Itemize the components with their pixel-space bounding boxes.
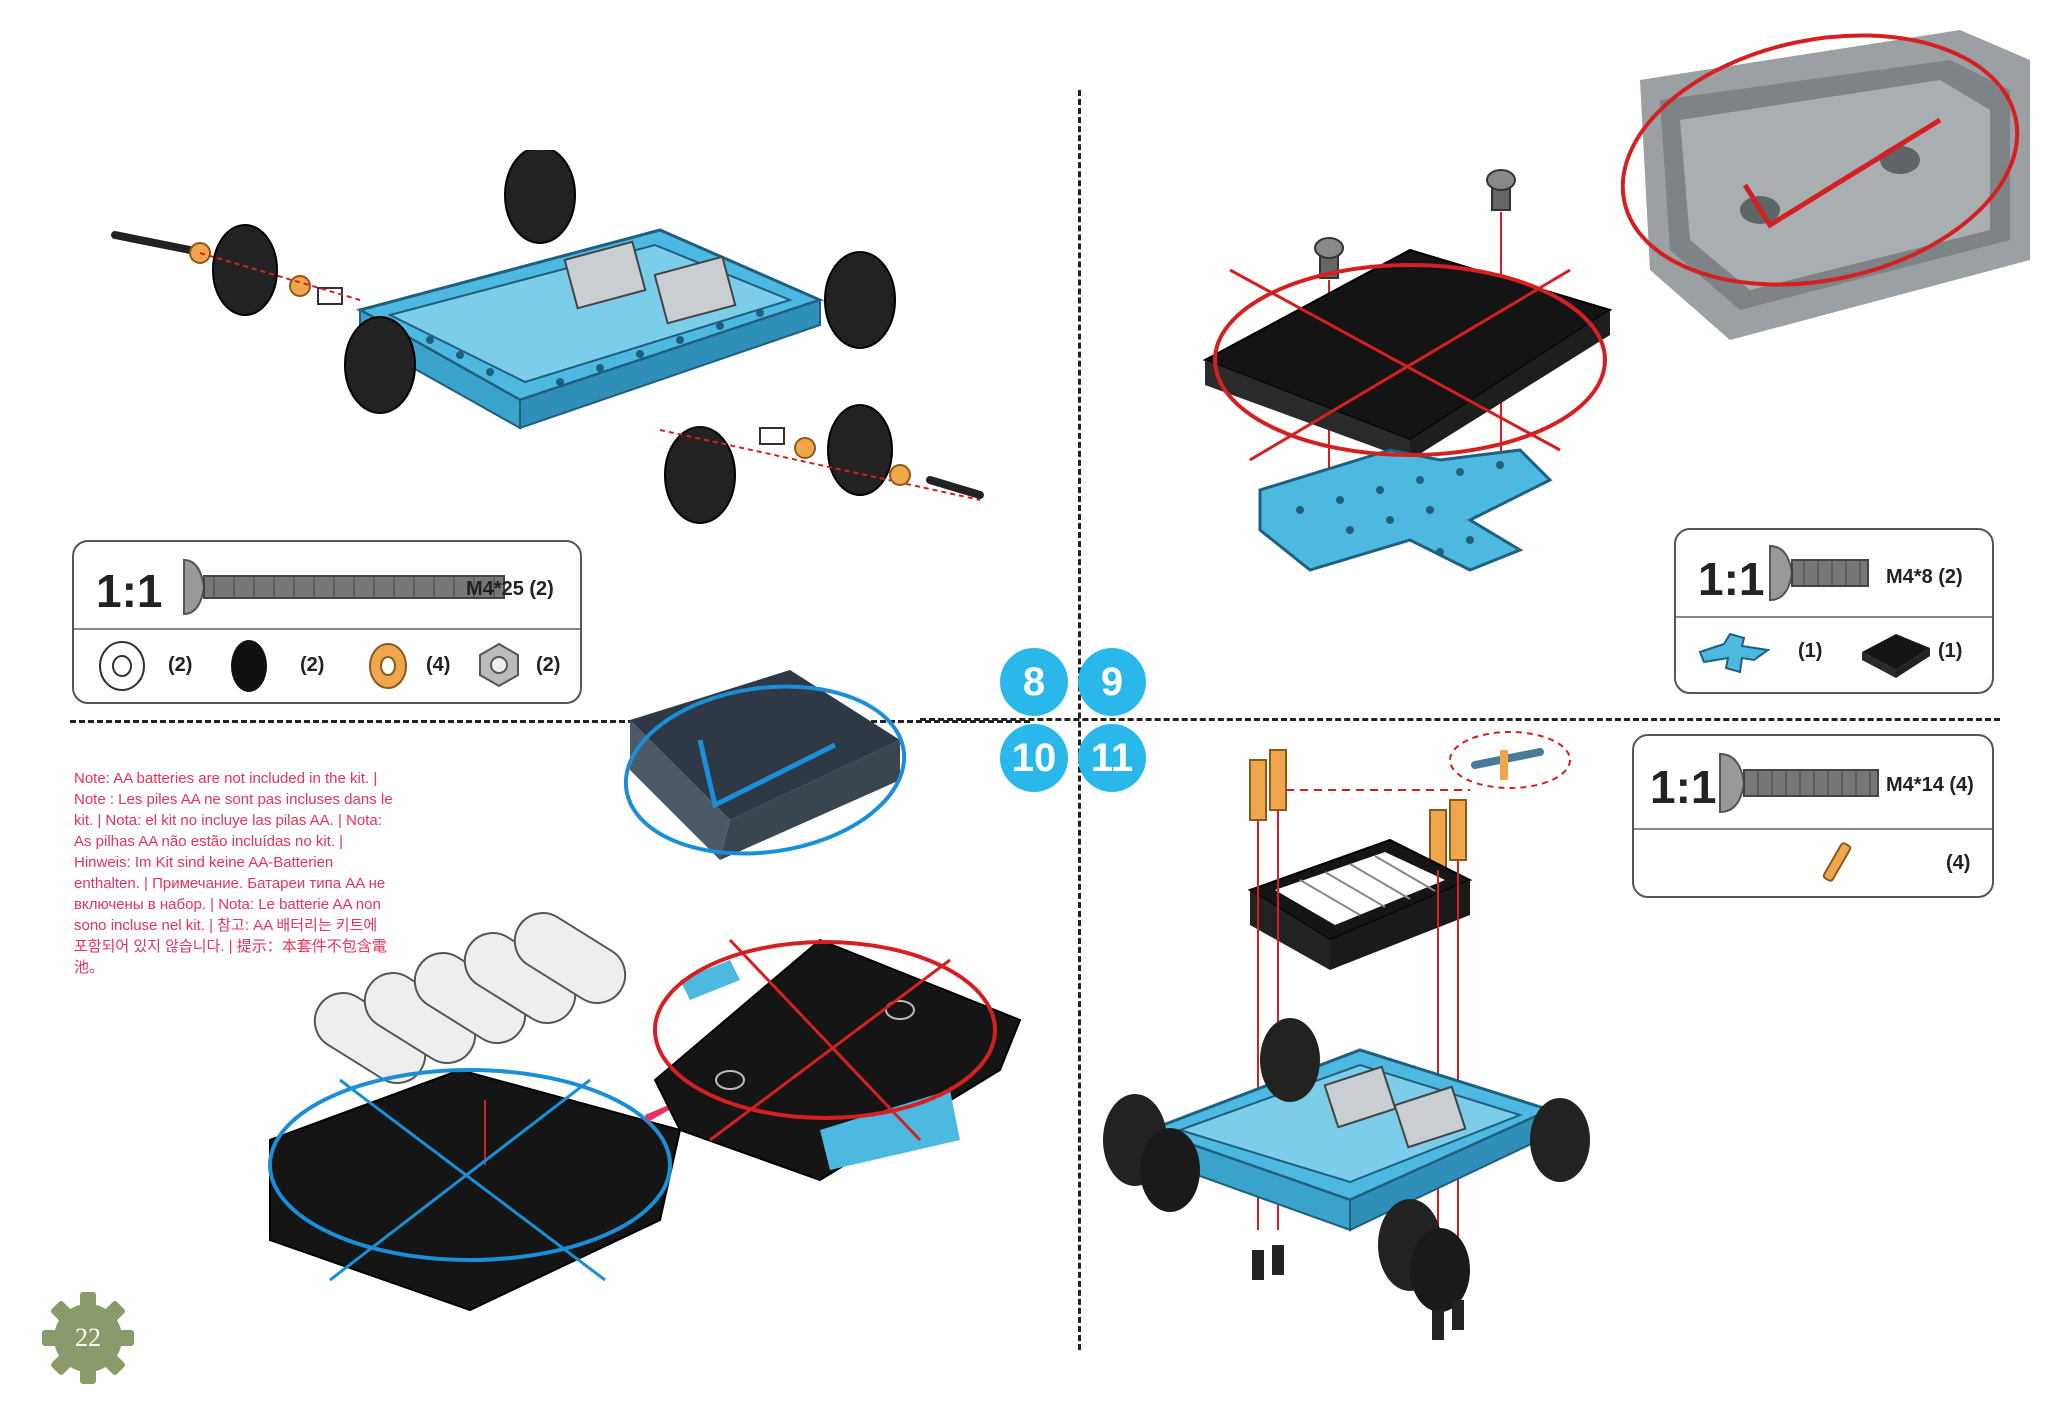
holder-block-icon <box>1862 634 1930 678</box>
step11-assembly-illustration <box>1103 731 1590 1340</box>
holder-photo-inset <box>623 670 907 860</box>
step11-standoff-qty: (4) <box>1946 852 1971 874</box>
step-badge-8: 8 <box>1000 648 1068 716</box>
step9-block-qty: (1) <box>1938 640 1963 662</box>
step9-plate-qty: (1) <box>1798 640 1823 662</box>
nut-icon <box>479 642 519 688</box>
step-badge-11: 11 <box>1078 724 1146 792</box>
step8-scale-label: 1:1 <box>96 565 163 617</box>
step8-parts-box: 1:1 M4*25 (2) (2) (2) (4) <box>72 540 582 704</box>
step8-screw-spec: M4*25 (2) <box>466 578 554 600</box>
step8-chassis-illustration <box>111 150 984 524</box>
step8-wheel-qty: (2) <box>300 654 325 676</box>
gear-icon <box>42 1292 134 1384</box>
step9-screw-spec: M4*8 (2) <box>1886 566 1963 588</box>
screw-m4x14-icon <box>1719 752 1879 814</box>
step10-batteries-illustration <box>268 912 1022 1312</box>
step8-bushing-qty: (4) <box>426 654 451 676</box>
step-badge-9: 9 <box>1078 648 1146 716</box>
spacer-icon <box>99 641 145 691</box>
step-badge-10: 10 <box>1000 724 1068 792</box>
step9-scale-label: 1:1 <box>1698 553 1765 605</box>
step11-scale-label: 1:1 <box>1650 761 1717 813</box>
cross-plate-icon <box>1698 632 1771 674</box>
step8-spacer-qty: (2) <box>168 654 193 676</box>
wheel-icon <box>231 640 267 692</box>
batteries-note: Note: AA batteries are not included in t… <box>74 770 393 976</box>
step11-screw-spec: M4*14 (4) <box>1886 774 1974 796</box>
step11-parts-box: 1:1 M4*14 (4) (4) <box>1632 734 1994 898</box>
standoff-icon <box>1822 842 1852 882</box>
step9-parts-box: 1:1 M4*8 (2) (1) (1) <box>1674 528 1994 694</box>
step8-nut-qty: (2) <box>536 654 561 676</box>
page-number: 22 <box>75 1323 101 1352</box>
horizontal-divider-right <box>920 718 2000 721</box>
horizontal-divider-left <box>70 720 1030 723</box>
bushing-icon <box>369 643 407 689</box>
step9-battery-holder-illustration <box>1202 169 1613 572</box>
screw-m4x8-icon <box>1769 544 1869 602</box>
tray-photo-inset <box>1620 30 2030 340</box>
screw-m4x25-icon <box>183 558 505 616</box>
